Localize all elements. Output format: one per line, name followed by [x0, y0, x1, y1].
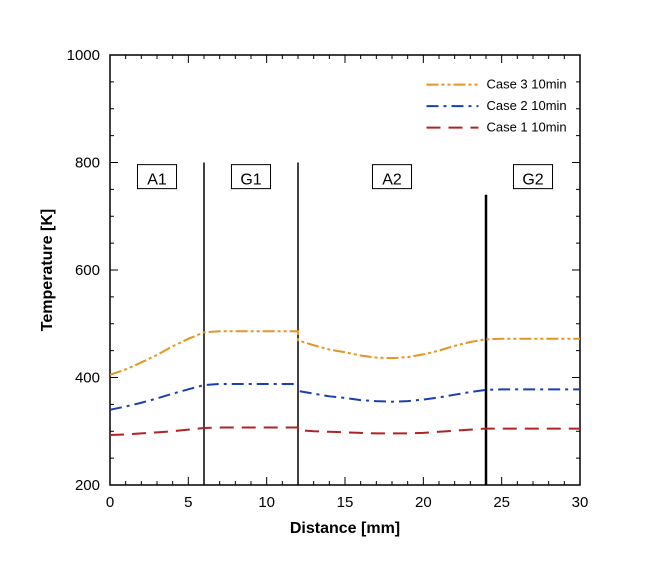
y-tick-label: 1000 — [67, 47, 100, 64]
x-tick-label: 30 — [572, 494, 589, 511]
x-tick-label: 0 — [106, 494, 114, 511]
x-tick-label: 15 — [337, 494, 354, 511]
legend-label: Case 1 10min — [486, 120, 566, 135]
region-label: A2 — [382, 172, 402, 189]
region-label: G2 — [522, 172, 543, 189]
x-tick-label: 5 — [184, 494, 192, 511]
region-label: A1 — [147, 172, 167, 189]
x-tick-label: 25 — [493, 494, 510, 511]
x-tick-label: 20 — [415, 494, 432, 511]
y-tick-label: 600 — [75, 262, 100, 279]
y-axis-label: Temperature [K] — [39, 209, 56, 331]
legend-label: Case 3 10min — [486, 77, 566, 92]
legend-label: Case 2 10min — [486, 98, 566, 113]
y-tick-label: 400 — [75, 370, 100, 387]
region-label: G1 — [240, 172, 261, 189]
x-axis-label: Distance [mm] — [290, 520, 400, 537]
temperature-distance-chart: 0 5 10 15 20 25 30 200 400 600 800 1000 Distance [mm… — [0, 0, 648, 576]
y-tick-label: 800 — [75, 155, 100, 172]
x-tick-label: 10 — [258, 494, 275, 511]
y-tick-label: 200 — [75, 477, 100, 494]
